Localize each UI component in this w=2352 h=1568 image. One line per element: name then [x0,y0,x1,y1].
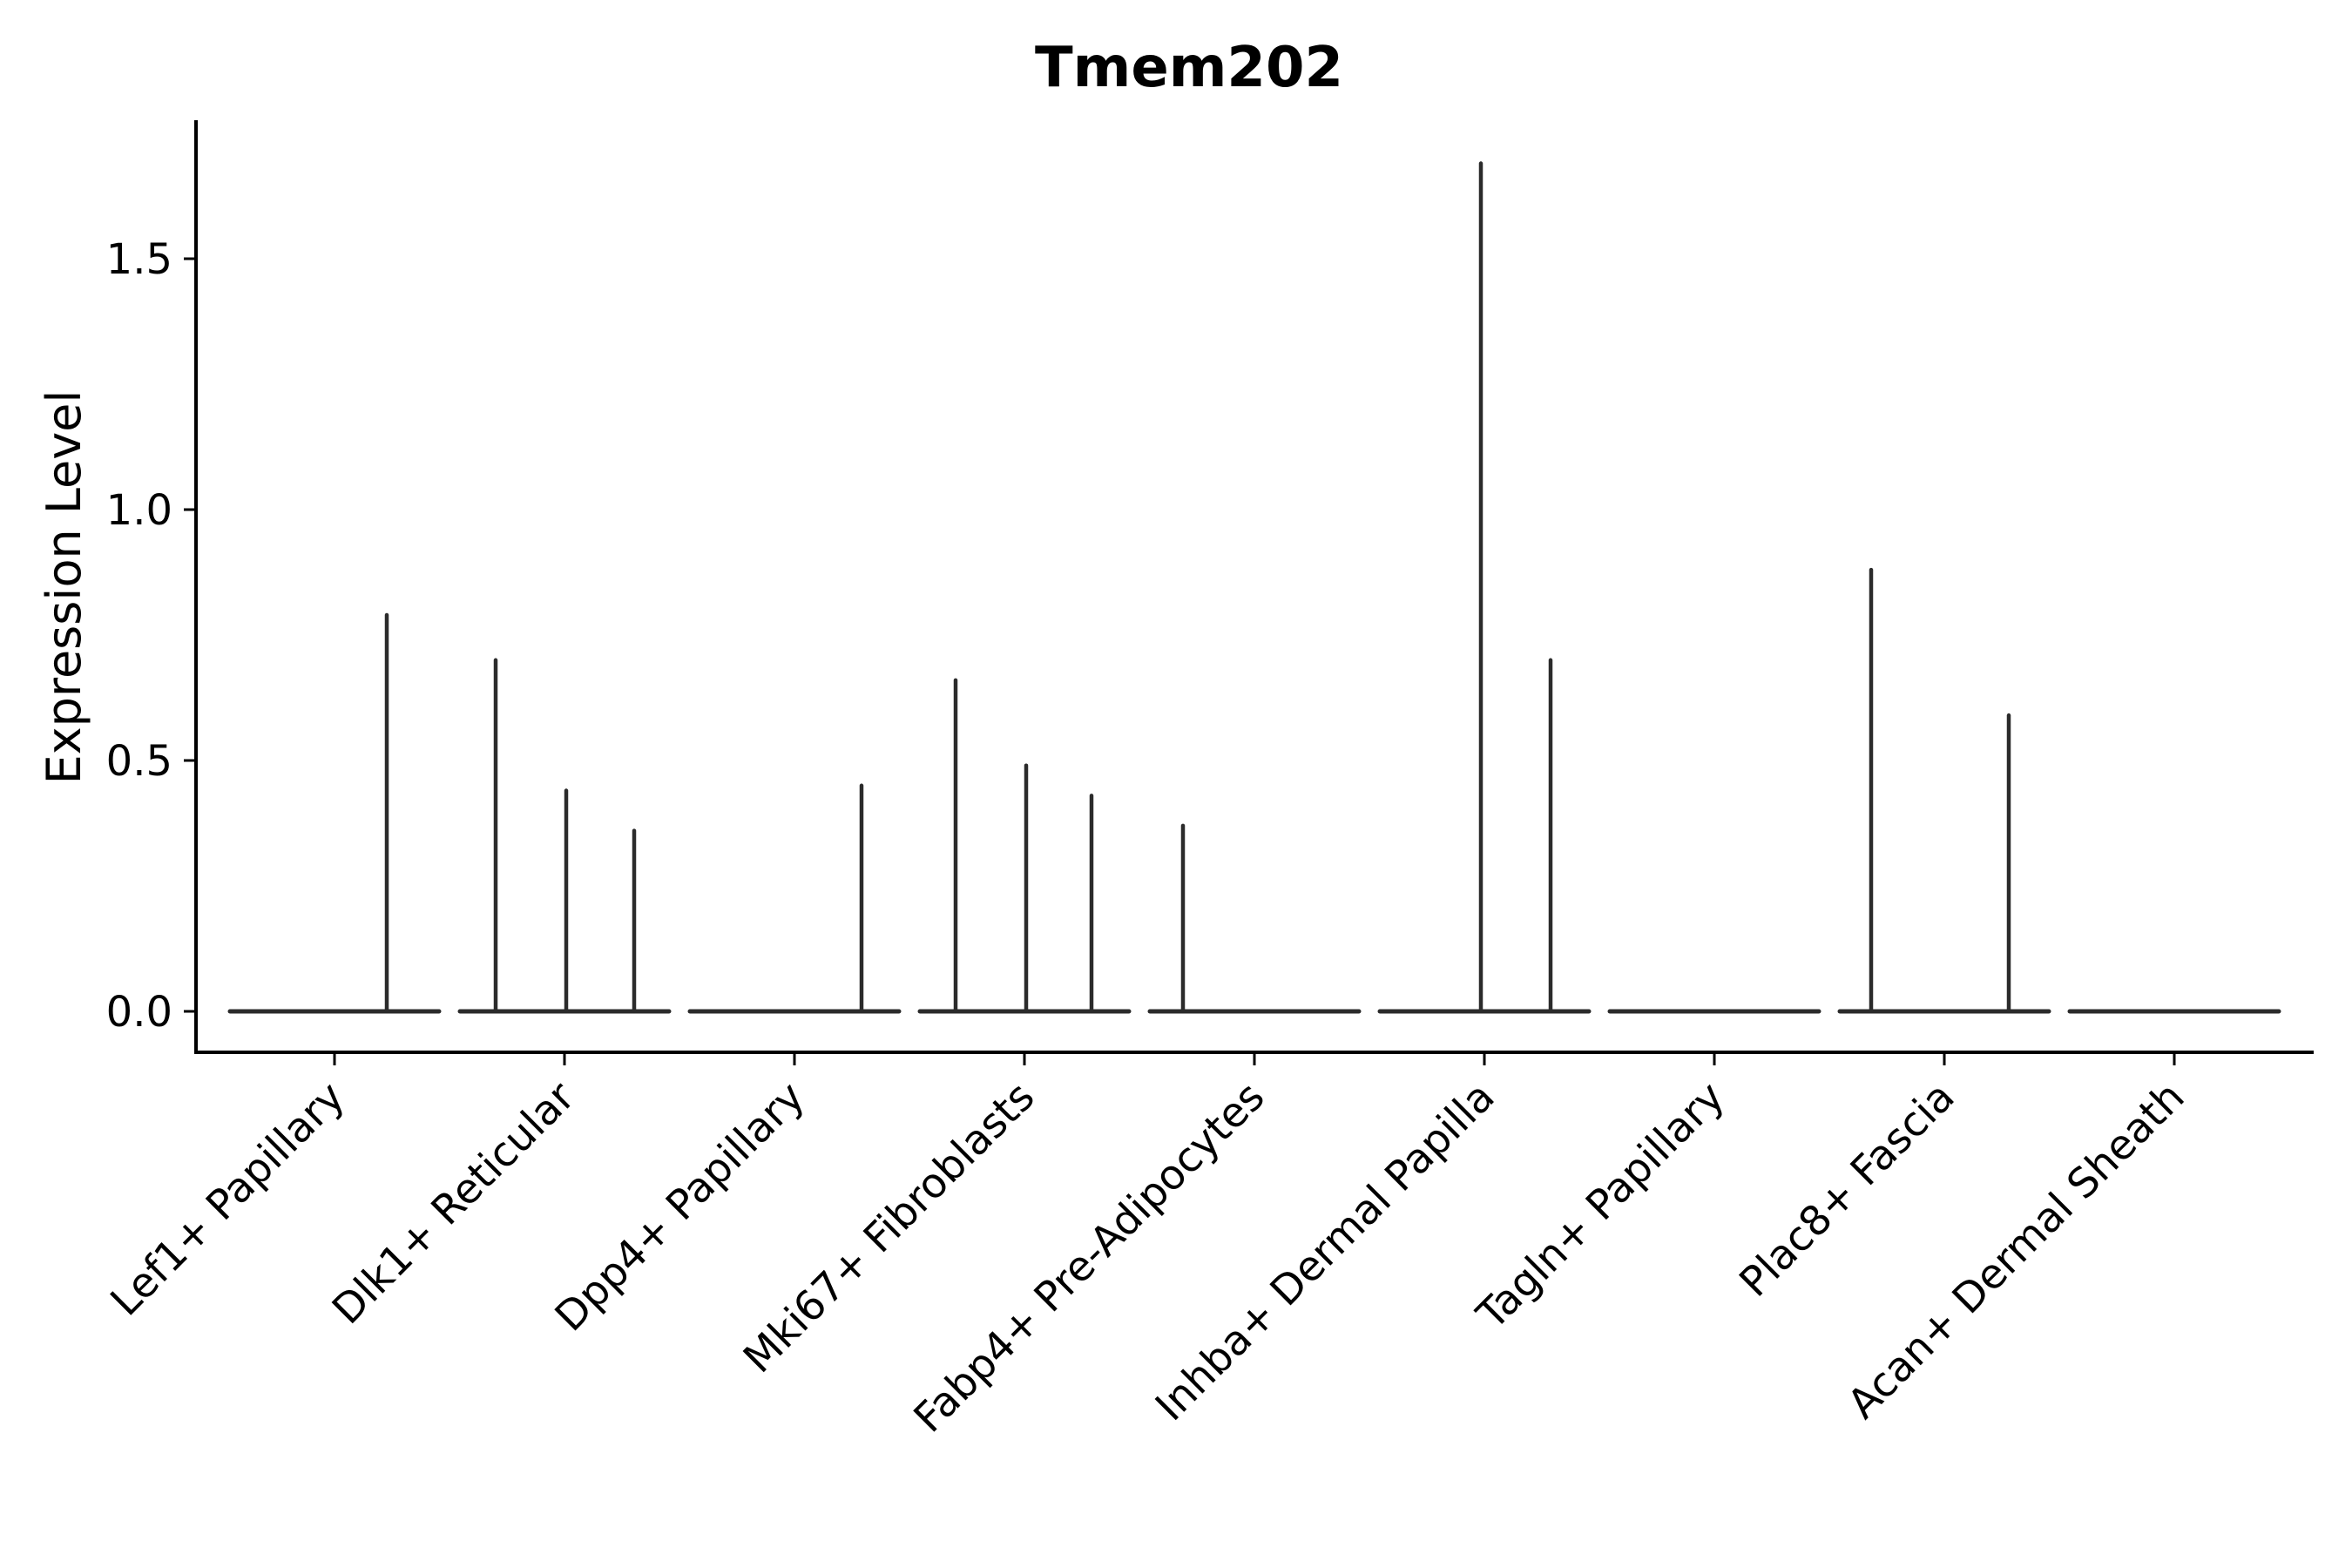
chart-title: Tmem202 [1035,36,1343,100]
category-label: Plac8+ Fascia [1731,1073,1964,1307]
y-tick-label: 1.5 [106,235,172,284]
category-label: Tagln+ Papillary [1468,1073,1734,1340]
y-tick-label: 0.0 [106,988,172,1037]
y-tick-label: 0.5 [106,737,172,786]
violins [227,161,2281,1014]
y-tick-label: 1.0 [106,486,172,535]
category-label: Lef1+ Papillary [102,1073,355,1326]
category-label: Dlk1+ Reticular [323,1072,585,1334]
category-label: Dpp4+ Papillary [546,1073,814,1342]
y-axis-ticks: 0.0 0.5 1.0 1.5 [106,235,196,1037]
y-axis-label: Expression Level [37,390,91,785]
